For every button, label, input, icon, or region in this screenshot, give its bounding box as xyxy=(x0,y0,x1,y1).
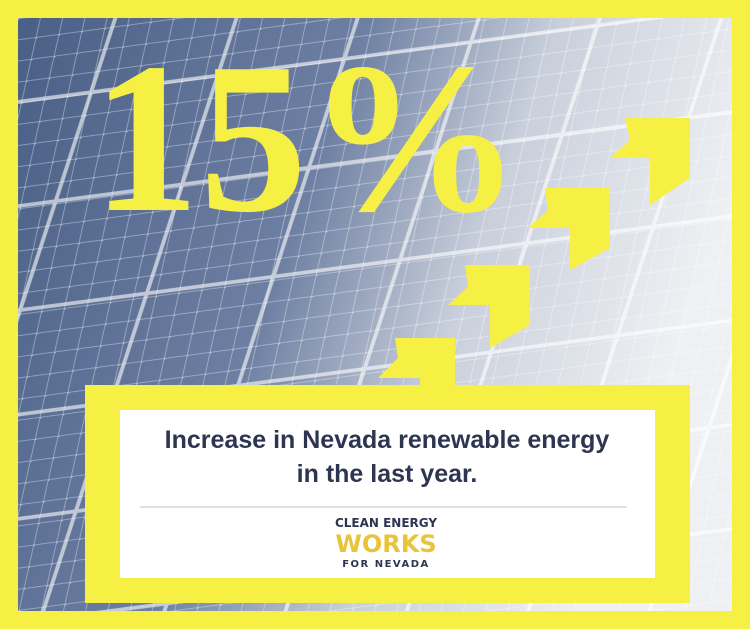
logo-word: WORKS xyxy=(335,530,436,558)
caption-line: Increase in Nevada renewable energy xyxy=(165,426,610,454)
logo-line: CLEAN ENERGY xyxy=(335,516,437,530)
caption-line: in the last year. xyxy=(297,460,478,488)
arrows xyxy=(378,118,690,385)
logo-line: FOR NEVADA xyxy=(342,559,430,570)
headline-figure: 15% xyxy=(92,18,522,257)
caption-box xyxy=(120,410,655,578)
